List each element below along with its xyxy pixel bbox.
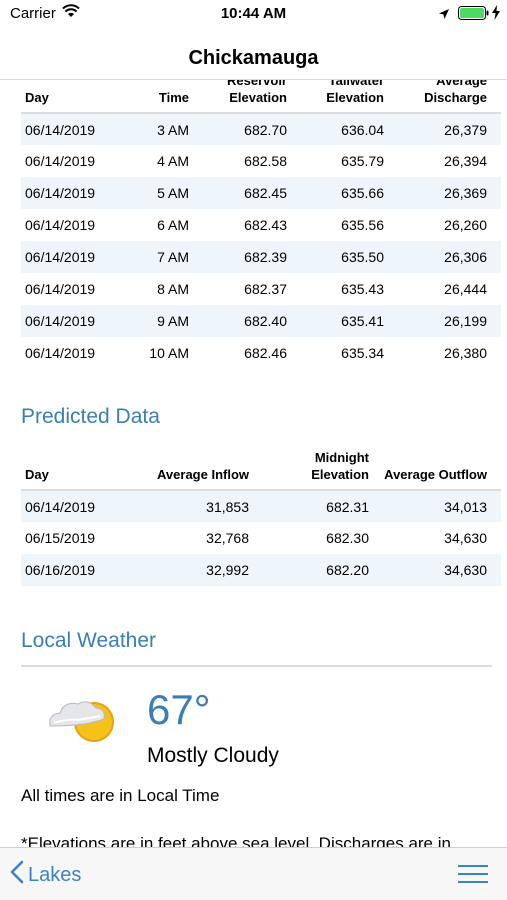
table-cell: 7 AM bbox=[123, 241, 203, 273]
table-cell: 682.39 bbox=[203, 241, 301, 273]
scroll-content[interactable]: Day Time Reservoir Elevation Tailwater E… bbox=[0, 80, 507, 847]
table-cell: 26,444 bbox=[444, 281, 487, 297]
location-arrow-icon bbox=[438, 7, 450, 24]
table-cell: 635.50 bbox=[301, 241, 398, 273]
table-cell: 26,260 bbox=[444, 217, 487, 233]
table-cell: 06/15/2019 bbox=[25, 530, 96, 546]
table-cell: 9 AM bbox=[123, 305, 203, 337]
table-cell: 26,380 bbox=[444, 345, 487, 361]
page-title: Chickamauga bbox=[188, 47, 319, 69]
header-average-discharge: Average Discharge bbox=[398, 80, 501, 114]
charging-bolt-icon bbox=[492, 5, 500, 24]
back-button-label: Lakes bbox=[28, 863, 82, 886]
partly-cloudy-icon bbox=[44, 692, 120, 753]
table-cell: 34,013 bbox=[383, 490, 501, 522]
table-cell: 06/14/2019 bbox=[25, 345, 96, 361]
table-cell: 682.31 bbox=[263, 490, 383, 522]
table-cell: 635.41 bbox=[301, 305, 398, 337]
header-midnight-elevation: Midnight Elevation bbox=[263, 442, 383, 491]
status-time: 10:44 AM bbox=[220, 5, 287, 22]
header-tailwater-elevation: Tailwater Elevation bbox=[301, 80, 398, 114]
table-row: 06/14/2019 5 AM 682.45 635.66 26,369 bbox=[21, 177, 501, 209]
table-cell: 32,992 bbox=[123, 554, 263, 586]
header-day: Day bbox=[21, 80, 123, 114]
table-cell: 635.34 bbox=[341, 345, 384, 361]
table-cell: 635.43 bbox=[341, 281, 384, 297]
hamburger-menu-icon[interactable] bbox=[458, 864, 488, 889]
observed-data-table: Day Time Reservoir Elevation Tailwater E… bbox=[21, 80, 501, 369]
table-cell: 06/14/2019 bbox=[21, 177, 123, 209]
weather-condition: Mostly Cloudy bbox=[147, 744, 279, 767]
table-cell: 682.43 bbox=[244, 217, 287, 233]
table-cell: 26,369 bbox=[398, 177, 501, 209]
table-cell: 635.56 bbox=[341, 217, 384, 233]
predicted-data-table: Day Average Inflow Midnight Elevation Av… bbox=[21, 442, 501, 586]
header-day: Day bbox=[21, 442, 123, 491]
table-cell: 32,768 bbox=[206, 530, 249, 546]
table-row: 06/14/2019 6 AM 682.43 635.56 26,260 bbox=[21, 209, 501, 241]
table-cell: 6 AM bbox=[157, 217, 189, 233]
table-cell: 3 AM bbox=[123, 113, 203, 145]
table-cell: 682.46 bbox=[244, 345, 287, 361]
table-cell: 682.40 bbox=[203, 305, 301, 337]
table-cell: 635.79 bbox=[341, 153, 384, 169]
table-row: 06/14/2019 9 AM 682.40 635.41 26,199 bbox=[21, 305, 501, 337]
table-cell: 34,630 bbox=[444, 530, 487, 546]
table-cell: 635.66 bbox=[301, 177, 398, 209]
table-cell: 06/14/2019 bbox=[25, 281, 96, 297]
header-reservoir-elevation: Reservoir Elevation bbox=[203, 80, 301, 114]
table-row: 06/14/2019 31,853 682.31 34,013 bbox=[21, 490, 501, 522]
table-cell: 06/14/2019 bbox=[21, 241, 123, 273]
table-row: 06/14/2019 10 AM 682.46 635.34 26,380 bbox=[21, 337, 501, 369]
battery-icon bbox=[458, 6, 490, 25]
table-row: 06/14/2019 4 AM 682.58 635.79 26,394 bbox=[21, 145, 501, 177]
temperature-value: 67° bbox=[147, 686, 211, 733]
table-cell: 26,379 bbox=[398, 113, 501, 145]
table-cell: 31,853 bbox=[123, 490, 263, 522]
header-time: Time bbox=[123, 80, 203, 114]
table-cell: 682.37 bbox=[244, 281, 287, 297]
table-cell: 26,394 bbox=[444, 153, 487, 169]
table-cell: 8 AM bbox=[157, 281, 189, 297]
elevation-footnote: *Elevations are in feet above sea level.… bbox=[21, 834, 451, 847]
table-row: 06/14/2019 3 AM 682.70 636.04 26,379 bbox=[21, 113, 501, 145]
time-zone-note: All times are in Local Time bbox=[21, 786, 220, 805]
status-bar: Carrier 10:44 AM bbox=[0, 0, 507, 28]
table-cell: 4 AM bbox=[157, 153, 189, 169]
carrier-label: Carrier bbox=[10, 5, 56, 22]
table-cell: 636.04 bbox=[301, 113, 398, 145]
navigation-bar: Chickamauga bbox=[0, 28, 507, 80]
table-cell: 34,630 bbox=[383, 554, 501, 586]
table-cell: 5 AM bbox=[123, 177, 203, 209]
wifi-icon bbox=[62, 4, 80, 22]
table-row: 06/15/2019 32,768 682.30 34,630 bbox=[21, 522, 501, 554]
table-cell: 06/14/2019 bbox=[21, 490, 123, 522]
header-average-inflow: Average Inflow bbox=[123, 442, 263, 491]
table-cell: 06/14/2019 bbox=[25, 217, 96, 233]
table-cell: 10 AM bbox=[149, 345, 189, 361]
table-cell: 682.45 bbox=[203, 177, 301, 209]
table-cell: 06/14/2019 bbox=[21, 305, 123, 337]
back-button[interactable]: Lakes bbox=[10, 860, 82, 890]
table-cell: 06/14/2019 bbox=[25, 153, 96, 169]
table-cell: 682.30 bbox=[326, 530, 369, 546]
section-divider bbox=[21, 665, 492, 667]
table-header-row: Day Average Inflow Midnight Elevation Av… bbox=[21, 442, 501, 491]
chevron-left-icon bbox=[10, 860, 24, 890]
table-cell: 682.58 bbox=[244, 153, 287, 169]
table-row: 06/14/2019 7 AM 682.39 635.50 26,306 bbox=[21, 241, 501, 273]
table-header-row: Day Time Reservoir Elevation Tailwater E… bbox=[21, 80, 501, 114]
header-average-outflow: Average Outflow bbox=[383, 442, 501, 491]
table-row: 06/16/2019 32,992 682.20 34,630 bbox=[21, 554, 501, 586]
table-cell: 06/16/2019 bbox=[21, 554, 123, 586]
table-row: 06/14/2019 8 AM 682.37 635.43 26,444 bbox=[21, 273, 501, 305]
table-cell: 682.70 bbox=[203, 113, 301, 145]
table-cell: 26,306 bbox=[398, 241, 501, 273]
table-cell: 06/14/2019 bbox=[21, 113, 123, 145]
bottom-toolbar: Lakes bbox=[0, 847, 507, 900]
table-cell: 682.20 bbox=[263, 554, 383, 586]
local-weather-heading: Local Weather bbox=[21, 629, 157, 652]
predicted-data-heading: Predicted Data bbox=[21, 405, 160, 428]
table-cell: 26,199 bbox=[398, 305, 501, 337]
